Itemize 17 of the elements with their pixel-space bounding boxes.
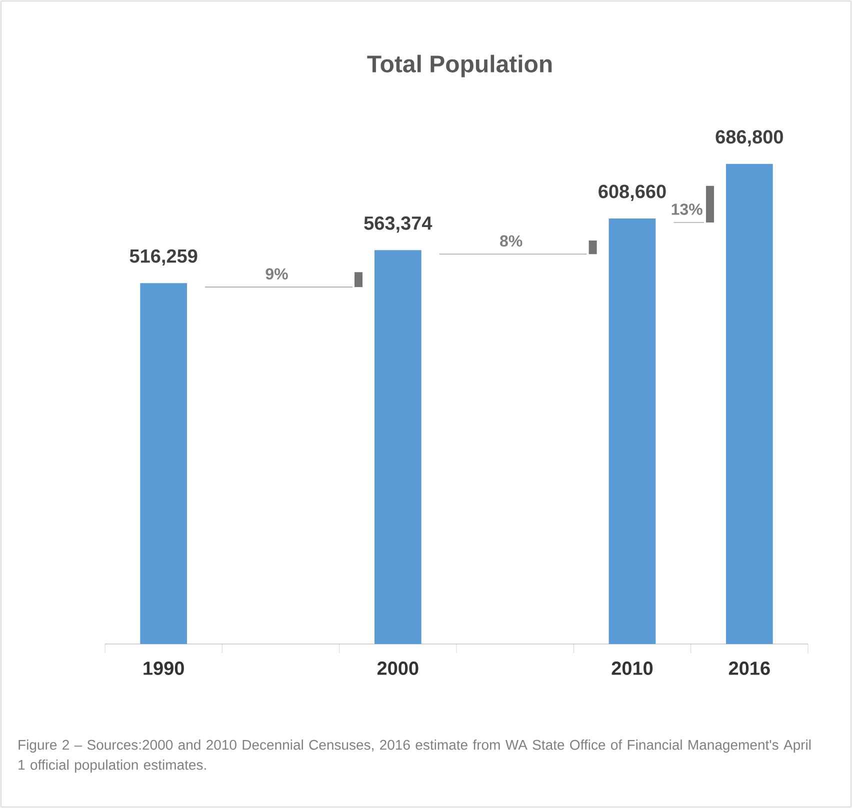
data-label: 686,800 bbox=[716, 130, 783, 146]
chart-title: Total Population bbox=[367, 54, 552, 78]
bar bbox=[374, 250, 422, 644]
annotation: 9% bbox=[266, 268, 288, 280]
data-label: 516,259 bbox=[130, 249, 198, 266]
x-tick-label: 2016 bbox=[728, 662, 770, 675]
bar bbox=[140, 283, 188, 644]
x-tick-label: 1990 bbox=[144, 662, 184, 675]
caption: Figure 2 – Sources:2000 and 2010 Decennial Censuses, 2016 estimate from WA State Office of Financial Management's April 1 official population estimates. bbox=[18, 740, 811, 773]
data-label: 608,660 bbox=[598, 184, 666, 201]
data-label: 563,374 bbox=[364, 216, 432, 233]
annotation: 8% bbox=[500, 235, 522, 247]
bar bbox=[608, 218, 656, 644]
annotation: 13% bbox=[672, 204, 702, 215]
x-tick-label: 2010 bbox=[612, 662, 653, 675]
bar bbox=[726, 164, 773, 644]
x-tick-label: 2000 bbox=[377, 662, 418, 675]
